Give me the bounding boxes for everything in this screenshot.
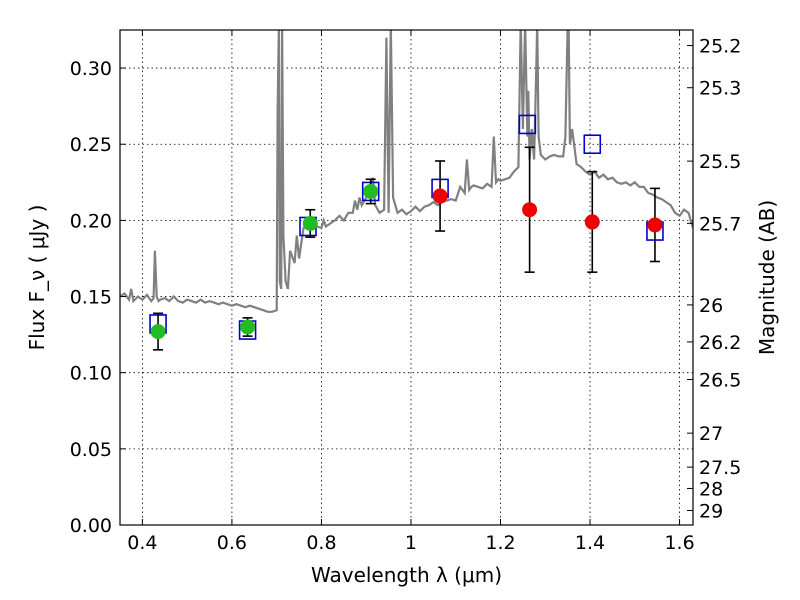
- right-tick-label: 25.7: [699, 213, 741, 235]
- right-tick-label: 26: [699, 295, 723, 317]
- right-tick-label: 27: [699, 423, 723, 445]
- right-tick-label: 26.5: [699, 370, 741, 392]
- x-tick-label: 0.6: [217, 532, 247, 554]
- plot-frame: [119, 29, 694, 526]
- model-photometry-square: [518, 114, 537, 135]
- observed-point: [302, 215, 318, 231]
- x-tick-label: 0.8: [306, 532, 336, 554]
- spectrum-line: [120, 30, 693, 313]
- observed-point: [150, 324, 166, 340]
- right-tick-label: 26.2: [699, 332, 741, 354]
- plot-area: [120, 30, 693, 351]
- x-tick-label: 1.2: [485, 532, 515, 554]
- right-tick-label: 27.5: [699, 457, 741, 479]
- y-tick-label: 0.25: [70, 134, 112, 156]
- observed-point: [240, 319, 256, 335]
- observed-point: [584, 214, 600, 230]
- y-tick-label: 0.00: [70, 515, 112, 537]
- y-axis-right-label: Magnitude (AB): [755, 200, 779, 355]
- y-tick-label: 0.05: [70, 439, 112, 461]
- x-tick-label: 1.4: [575, 532, 605, 554]
- model-photometry-square: [583, 134, 602, 155]
- axes-ticks: 0.4 0.6 0.8 1 1.2 1.4 1.6 0.00 0.05 0.10 0.15 0.20 0…: [70, 30, 741, 554]
- observed-point: [522, 202, 538, 218]
- grid: [120, 30, 693, 526]
- observed-point: [647, 217, 663, 233]
- x-tick-label: 0.4: [127, 532, 157, 554]
- y-tick-label: 0.10: [70, 363, 112, 385]
- x-tick-label: 1.6: [664, 532, 694, 554]
- x-axis-label: Wavelength λ (μm): [311, 563, 502, 587]
- x-tick-label: 1: [405, 532, 417, 554]
- right-tick-label: 28: [699, 478, 723, 500]
- right-tick-label: 25.3: [699, 78, 741, 100]
- y-tick-label: 0.20: [70, 210, 112, 232]
- y-axis-label: Flux F_ν ( μJy ): [25, 205, 49, 351]
- right-tick-label: 29: [699, 501, 723, 523]
- right-tick-label: 25.5: [699, 151, 741, 173]
- y-tick-label: 0.15: [70, 287, 112, 309]
- observed-point: [363, 183, 379, 199]
- y-tick-label: 0.30: [70, 58, 112, 80]
- observed-point: [432, 188, 448, 204]
- right-tick-label: 25.2: [699, 36, 741, 58]
